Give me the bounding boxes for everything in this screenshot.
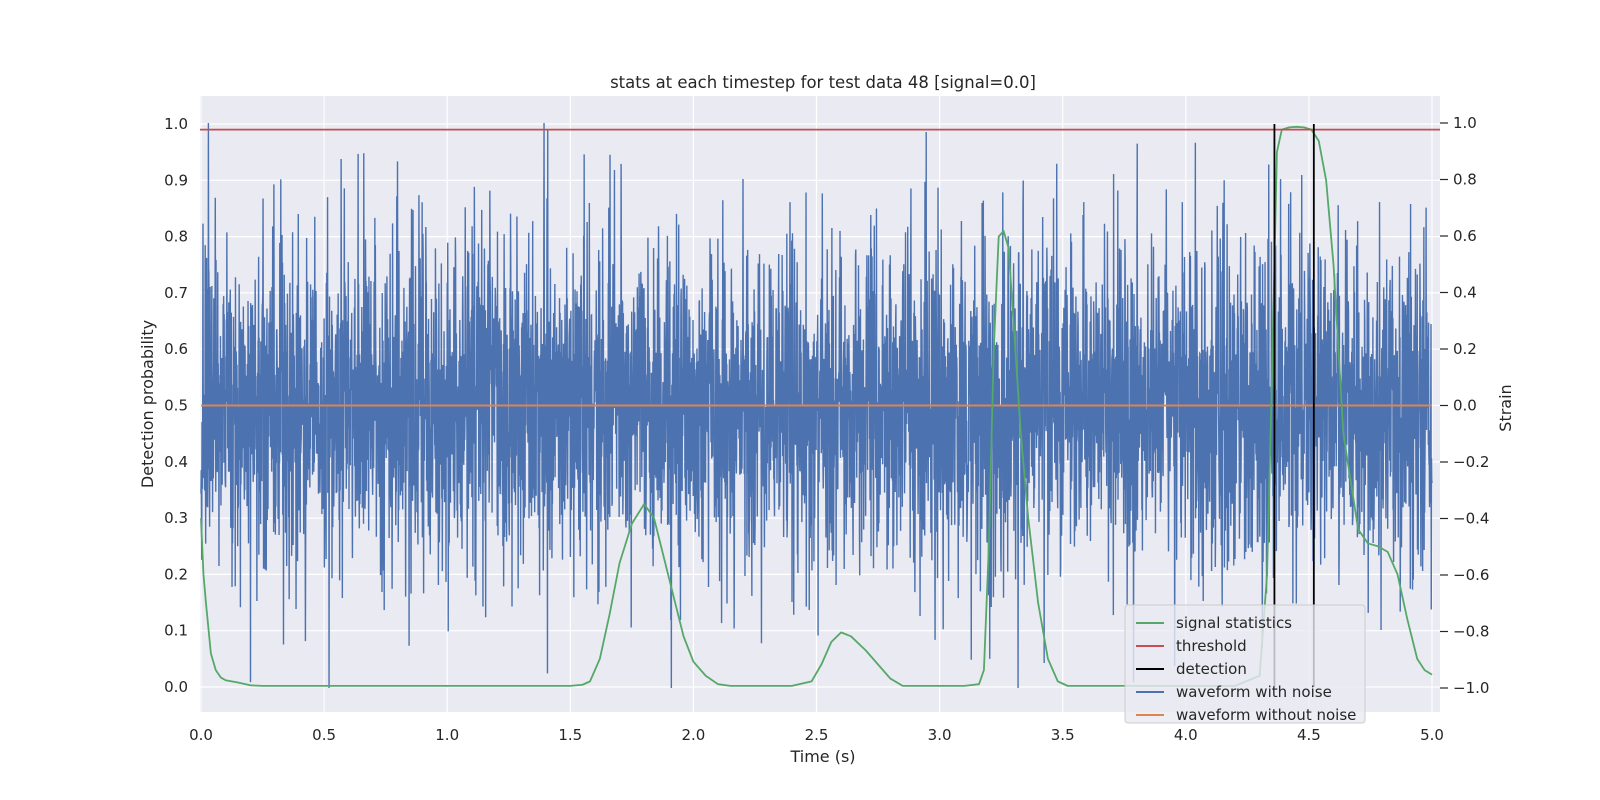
x-tick-label: 4.0 (1174, 726, 1198, 744)
y2-axis-label: Strain (1496, 384, 1515, 431)
y-tick-label: 0.2 (164, 565, 188, 583)
y2-tick-label: 1.0 (1453, 114, 1477, 132)
y2-tick-label: 0.4 (1453, 284, 1477, 302)
plot-content (200, 122, 1440, 689)
x-tick-label: 1.0 (435, 726, 459, 744)
y-tick-label: 0.3 (164, 509, 188, 527)
y2-tick-label: 0.0 (1453, 397, 1477, 415)
legend-entry: detection (1176, 660, 1247, 678)
x-tick-label: 2.5 (805, 726, 829, 744)
y2-tick-label: 0.2 (1453, 340, 1477, 358)
y-tick-label: 0.0 (164, 678, 188, 696)
x-tick-label: 1.5 (558, 726, 582, 744)
legend-box (1124, 604, 1366, 724)
y-tick-label: 0.8 (164, 228, 188, 246)
y-tick-label: 0.7 (164, 284, 188, 302)
y2-tick-label: −0.6 (1453, 566, 1489, 584)
x-axis-label: Time (s) (789, 747, 855, 766)
x-tick-label: 0.0 (189, 726, 213, 744)
y-tick-label: 0.5 (164, 397, 188, 415)
x-tick-label: 0.5 (312, 726, 336, 744)
y2-tick-label: −1.0 (1453, 679, 1489, 697)
y2-axis-ticks: −1.0 −0.8 −0.6 −0.4 −0.2 0.0 0.2 0.4 0.6 0.8 1.0 (1440, 114, 1489, 697)
y2-tick-label: −0.8 (1453, 623, 1489, 641)
y-tick-label: 0.6 (164, 340, 188, 358)
y2-tick-label: 0.8 (1453, 171, 1477, 189)
y-axis-ticks: 0.0 0.1 0.2 0.3 0.4 0.5 0.6 0.7 0.8 0.9 1.0 (164, 115, 188, 696)
legend-entry: threshold (1176, 637, 1247, 655)
legend-entry: signal statistics (1176, 614, 1292, 632)
y2-tick-label: 0.6 (1453, 227, 1477, 245)
x-axis-ticks: 0.0 0.5 1.0 1.5 2.0 2.5 3.0 3.5 4.0 4.5 5.0 (189, 726, 1444, 744)
y-tick-label: 1.0 (164, 115, 188, 133)
chart-title: stats at each timestep for test data 48 … (610, 73, 1036, 92)
y-tick-label: 0.9 (164, 171, 188, 189)
legend-entry: waveform with noise (1176, 683, 1332, 701)
x-tick-label: 3.0 (928, 726, 952, 744)
y-axis-label: Detection probability (138, 320, 157, 488)
legend: signal statistics threshold detection wavef… (1124, 604, 1366, 724)
x-tick-label: 2.0 (681, 726, 705, 744)
legend-entry: waveform without noise (1176, 706, 1356, 724)
x-tick-label: 4.5 (1297, 726, 1321, 744)
y2-tick-label: −0.4 (1453, 510, 1489, 528)
y-tick-label: 0.1 (164, 622, 188, 640)
y-tick-label: 0.4 (164, 453, 188, 471)
y2-tick-label: −0.2 (1453, 453, 1489, 471)
x-tick-label: 5.0 (1420, 726, 1444, 744)
series-waveform-with-noise (200, 122, 1433, 689)
x-tick-label: 3.5 (1051, 726, 1075, 744)
